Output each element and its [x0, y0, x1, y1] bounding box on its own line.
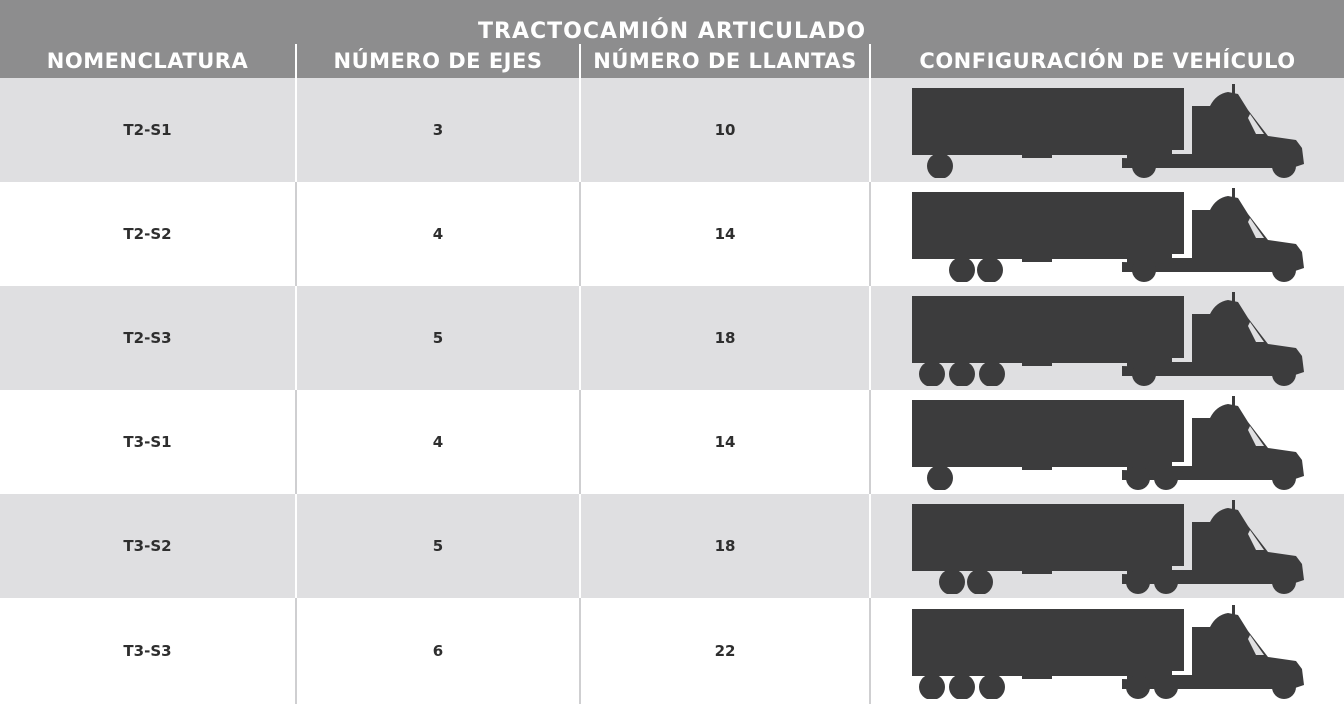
- exhaust: [1232, 84, 1235, 106]
- wheel: [1132, 258, 1156, 282]
- configuration-cell: [870, 286, 1344, 390]
- truck-icon: [908, 394, 1308, 490]
- wheel: [949, 674, 975, 699]
- page: TRACTOCAMIÓN ARTICULADO NOMENCLATURANÚME…: [0, 0, 1344, 706]
- configuration-cell: [870, 598, 1344, 704]
- wheel: [1272, 466, 1296, 490]
- wheel: [1126, 570, 1150, 594]
- wheel: [979, 674, 1005, 699]
- wheel: [1132, 362, 1156, 386]
- wheel: [919, 674, 945, 699]
- trailer-body: [912, 88, 1184, 150]
- tires-cell: 10: [580, 78, 870, 182]
- wheel: [949, 257, 975, 282]
- wheel: [967, 569, 993, 594]
- truck-icon: [908, 603, 1308, 699]
- trailer-body: [912, 400, 1184, 462]
- wheel: [939, 569, 965, 594]
- axles-cell: 3: [296, 78, 580, 182]
- trailer-body: [912, 192, 1184, 254]
- configuration-cell: [870, 78, 1344, 182]
- tires-cell: 14: [580, 182, 870, 286]
- tires-cell: 22: [580, 598, 870, 704]
- wheel: [1154, 675, 1178, 699]
- exhaust: [1232, 605, 1235, 627]
- truck-icon: [908, 498, 1308, 594]
- wheel: [949, 361, 975, 386]
- wheel: [979, 361, 1005, 386]
- configuration-cell: [870, 494, 1344, 598]
- wheel: [1132, 154, 1156, 178]
- nomenclature-cell: T2-S1: [0, 78, 296, 182]
- configuration-cell: [870, 182, 1344, 286]
- nomenclature-cell: T3-S3: [0, 598, 296, 704]
- wheel: [927, 153, 953, 178]
- trailer-leg: [1022, 358, 1052, 366]
- truck-icon: [908, 290, 1308, 386]
- exhaust: [1232, 396, 1235, 418]
- trailer-leg: [1022, 566, 1052, 574]
- tires-cell: 18: [580, 494, 870, 598]
- nomenclature-cell: T3-S2: [0, 494, 296, 598]
- wheel: [919, 361, 945, 386]
- trailer-leg: [1022, 150, 1052, 158]
- wheel: [1272, 675, 1296, 699]
- nomenclature-cell: T2-S3: [0, 286, 296, 390]
- tires-cell: 18: [580, 286, 870, 390]
- wheel: [977, 257, 1003, 282]
- trailer-body: [912, 504, 1184, 566]
- axles-cell: 4: [296, 182, 580, 286]
- trailer-leg: [1022, 462, 1052, 470]
- axles-cell: 6: [296, 598, 580, 704]
- trailer-leg: [1022, 671, 1052, 679]
- wheel: [1272, 154, 1296, 178]
- wheel: [1126, 466, 1150, 490]
- exhaust: [1232, 188, 1235, 210]
- tires-cell: 14: [580, 390, 870, 494]
- axles-cell: 5: [296, 494, 580, 598]
- title-row: TRACTOCAMIÓN ARTICULADO: [0, 0, 1344, 44]
- vehicle-table: TRACTOCAMIÓN ARTICULADO NOMENCLATURANÚME…: [0, 0, 1344, 704]
- trailer-leg: [1022, 254, 1052, 262]
- wheel: [1272, 258, 1296, 282]
- wheel: [1126, 675, 1150, 699]
- column-header: NÚMERO DE LLANTAS: [580, 44, 870, 78]
- truck-icon: [908, 186, 1308, 282]
- column-header: NÚMERO DE EJES: [296, 44, 580, 78]
- nomenclature-cell: T2-S2: [0, 182, 296, 286]
- wheel: [1272, 362, 1296, 386]
- wheel: [927, 465, 953, 490]
- wheel: [1154, 466, 1178, 490]
- wheel: [1154, 570, 1178, 594]
- exhaust: [1232, 292, 1235, 314]
- table-title: TRACTOCAMIÓN ARTICULADO: [0, 0, 1344, 44]
- wheel: [1272, 570, 1296, 594]
- column-header: CONFIGURACIÓN DE VEHÍCULO: [870, 44, 1344, 78]
- trailer-body: [912, 296, 1184, 358]
- nomenclature-cell: T3-S1: [0, 390, 296, 494]
- axles-cell: 4: [296, 390, 580, 494]
- configuration-cell: [870, 390, 1344, 494]
- exhaust: [1232, 500, 1235, 522]
- axles-cell: 5: [296, 286, 580, 390]
- trailer-body: [912, 609, 1184, 671]
- column-header: NOMENCLATURA: [0, 44, 296, 78]
- truck-icon: [908, 82, 1308, 178]
